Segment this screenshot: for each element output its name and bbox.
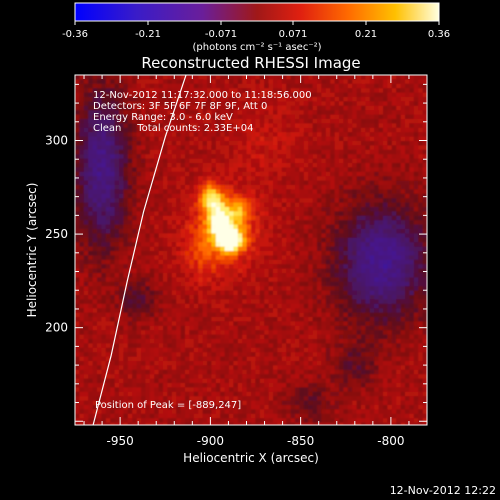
colorbar-tick-0: -0.36 [62,29,88,40]
colorbar-tick-1: -0.21 [135,29,161,40]
annotation-total-counts: Clean Total counts: 2.33E+04 [93,123,253,134]
colorbar-tick-5: 0.36 [428,29,450,40]
solar-limb-curve [92,75,187,425]
colorbar-tick-2: -0.071 [205,29,237,40]
annotation-energy-range: Energy Range: 3.0 - 6.0 keV [93,112,233,123]
annotation-time-range: 12-Nov-2012 11:17:32.000 to 11:18:56.000 [93,90,312,101]
axis-ticks [75,75,428,425]
colorbar-tick-4: 0.21 [355,29,377,40]
x-tick-label: -800 [377,434,404,448]
colorbar-tick-3: 0.071 [279,29,308,40]
annotation-detectors: Detectors: 3F 5F 6F 7F 8F 9F, Att 0 [93,101,267,112]
y-tick-label: 200 [45,321,68,335]
footer-timestamp: 12-Nov-2012 12:22 [390,484,496,497]
colorbar-ticks [74,21,440,25]
colorbar-unit-label: (photons cm⁻² s⁻¹ asec⁻²) [192,42,321,53]
x-tick-label: -900 [197,434,224,448]
x-tick-label: -950 [107,434,134,448]
y-tick-label: 300 [45,134,68,148]
x-tick-label: -850 [287,434,314,448]
y-tick-label: 250 [45,227,68,241]
x-axis-label: Heliocentric X (arcsec) [183,451,319,465]
y-axis-label: Heliocentric Y (arcsec) [25,183,39,318]
colorbar [74,2,440,22]
chart-title: Reconstructed RHESSI Image [141,54,360,72]
peak-position-label: Position of Peak = [-889,247] [95,400,241,411]
plot-frame [74,74,428,426]
